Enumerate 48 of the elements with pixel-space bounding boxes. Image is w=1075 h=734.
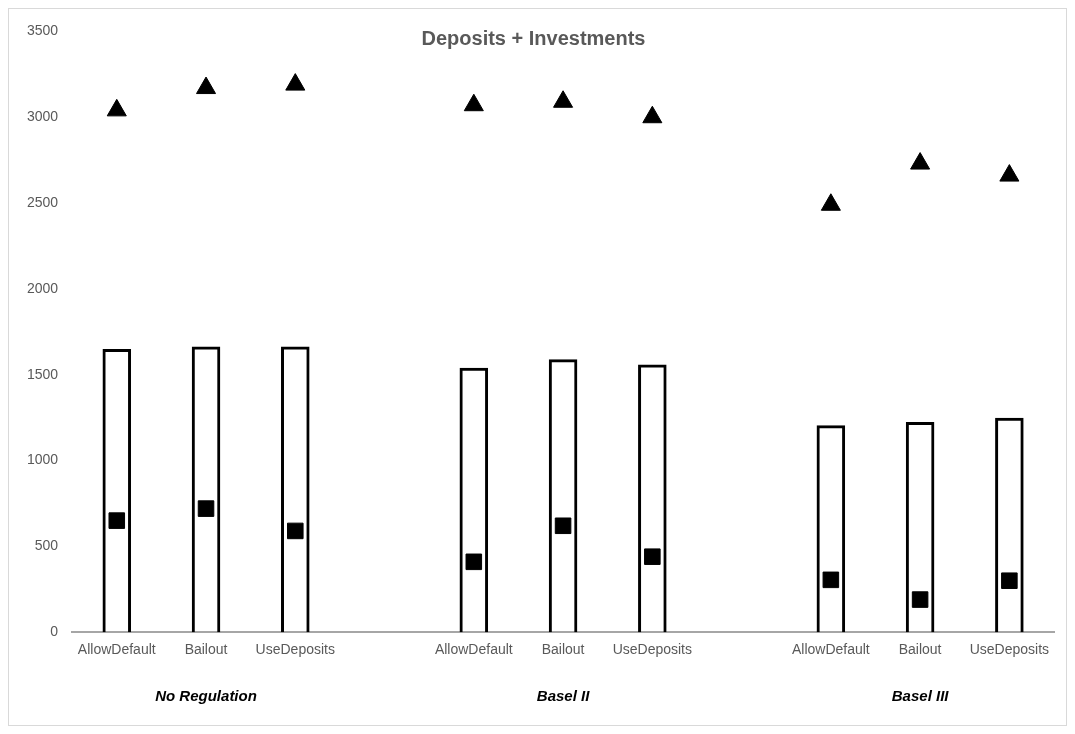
point (822, 571, 840, 589)
y-tick-label: 3000 (26, 108, 59, 125)
y-tick-label: 0 (50, 623, 59, 640)
text: No Regulation (155, 687, 257, 705)
y-tick-label: 2000 (26, 279, 59, 296)
bar (281, 346, 310, 633)
point (196, 76, 217, 95)
bar (191, 346, 221, 633)
x-tick-label: Bailout (184, 641, 228, 658)
text: Basel II (536, 687, 591, 705)
x-tick-label: Bailout (541, 641, 585, 658)
point (465, 553, 483, 571)
y-tick-label: 1000 (26, 451, 59, 468)
text: Basel III (891, 687, 950, 705)
chart-title: Deposits + Investments (421, 26, 646, 49)
point (999, 164, 1020, 182)
point (287, 522, 304, 540)
point (911, 591, 929, 608)
bar (905, 421, 935, 633)
point (1001, 572, 1018, 589)
bar (638, 364, 667, 633)
point (820, 193, 841, 211)
point (644, 548, 661, 565)
point (106, 98, 127, 117)
bar (816, 425, 846, 633)
x-tick-label: Bailout (898, 641, 942, 658)
point (553, 90, 574, 108)
point (554, 517, 572, 535)
bar (459, 367, 489, 633)
x-tick-label: UseDeposits (255, 641, 335, 658)
x-tick-label: UseDeposits (612, 641, 693, 658)
y-tick-label: 3500 (26, 22, 59, 39)
bar (102, 348, 132, 633)
x-tick-label: AllowDefault (77, 641, 156, 658)
point (285, 73, 306, 91)
point (108, 512, 126, 529)
bar (548, 359, 578, 633)
y-tick-label: 1500 (26, 365, 59, 382)
x-tick-label: AllowDefault (791, 641, 870, 658)
point (463, 93, 484, 112)
x-tick-label: UseDeposits (969, 641, 1050, 658)
bar (995, 417, 1024, 633)
y-tick-label: 2500 (26, 193, 59, 210)
point (910, 152, 931, 170)
point (642, 105, 663, 124)
point (197, 500, 215, 517)
y-tick-label: 500 (34, 537, 59, 554)
x-tick-label: AllowDefault (434, 641, 513, 658)
